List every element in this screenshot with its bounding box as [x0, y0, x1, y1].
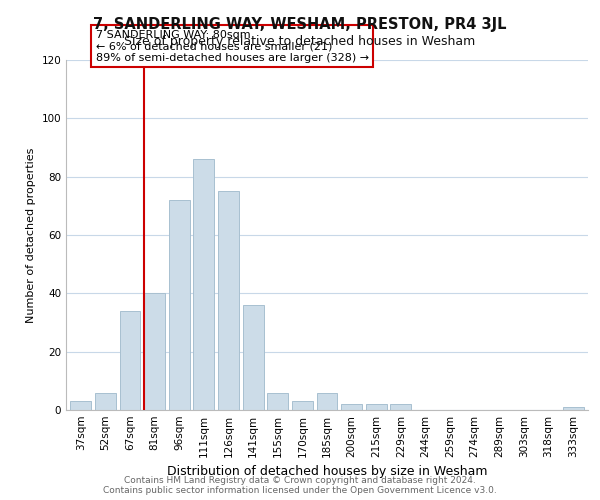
- Text: Contains HM Land Registry data © Crown copyright and database right 2024.: Contains HM Land Registry data © Crown c…: [124, 476, 476, 485]
- Bar: [366, 404, 387, 410]
- Text: Size of property relative to detached houses in Wesham: Size of property relative to detached ho…: [124, 35, 476, 48]
- Bar: [169, 200, 190, 410]
- Bar: [144, 294, 165, 410]
- X-axis label: Distribution of detached houses by size in Wesham: Distribution of detached houses by size …: [167, 466, 487, 478]
- Bar: [193, 159, 214, 410]
- Bar: [242, 305, 263, 410]
- Bar: [563, 407, 584, 410]
- Y-axis label: Number of detached properties: Number of detached properties: [26, 148, 36, 322]
- Bar: [292, 401, 313, 410]
- Bar: [95, 392, 116, 410]
- Bar: [119, 311, 140, 410]
- Text: 7, SANDERLING WAY, WESHAM, PRESTON, PR4 3JL: 7, SANDERLING WAY, WESHAM, PRESTON, PR4 …: [93, 18, 507, 32]
- Bar: [267, 392, 288, 410]
- Text: Contains public sector information licensed under the Open Government Licence v3: Contains public sector information licen…: [103, 486, 497, 495]
- Bar: [218, 192, 239, 410]
- Bar: [391, 404, 412, 410]
- Bar: [317, 392, 337, 410]
- Text: 7 SANDERLING WAY: 80sqm
← 6% of detached houses are smaller (21)
89% of semi-det: 7 SANDERLING WAY: 80sqm ← 6% of detached…: [95, 30, 368, 63]
- Bar: [70, 401, 91, 410]
- Bar: [341, 404, 362, 410]
